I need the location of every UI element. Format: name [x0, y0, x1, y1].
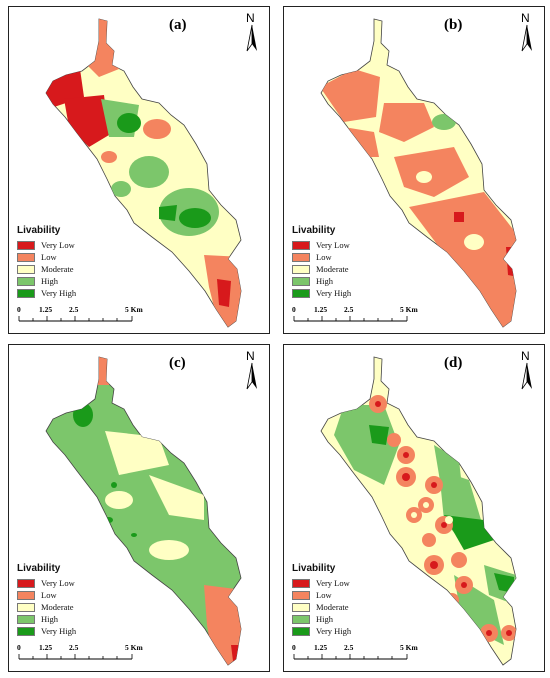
legend-item-moderate: Moderate — [292, 263, 351, 275]
legend-item-high: High — [17, 275, 76, 287]
panel-label-d: (d) — [444, 355, 463, 371]
legend-item-moderate: Moderate — [292, 601, 351, 613]
map-d — [320, 356, 517, 666]
map-c — [45, 356, 242, 666]
legend: Livability Very Low Low Moderate High Ve… — [17, 563, 77, 637]
legend-item-very-low: Very Low — [292, 239, 351, 251]
legend-item-moderate: Moderate — [17, 263, 76, 275]
scale-bar: 0 1.25 2.5 5 Km — [292, 643, 418, 660]
legend-item-very-high: Very High — [17, 287, 76, 299]
legend-item-very-low: Very Low — [292, 577, 351, 589]
legend-item-high: High — [17, 613, 76, 625]
map-panel-a: (a) N Livability Very Low Low Moderate H… — [8, 6, 270, 334]
legend-title: Livability — [17, 225, 61, 236]
scale-bar: 0 1.25 2.5 5 Km — [292, 305, 418, 322]
legend: Livability Very Low Low Moderate High Ve… — [17, 225, 76, 299]
legend-item-low: Low — [17, 251, 76, 263]
scale-bar: 0 1.25 2.5 5 Km — [17, 643, 143, 660]
north-arrow-icon: N — [241, 11, 263, 53]
legend-item-low: Low — [17, 589, 76, 601]
panel-label-b: (b) — [444, 17, 463, 33]
legend: Livability Very Low Low Moderate High Ve… — [292, 225, 352, 299]
legend-item-very-high: Very High — [292, 625, 351, 637]
legend: Livability Very Low Low Moderate High Ve… — [292, 563, 352, 637]
map-panel-c: (c) N Livability Very Low Low Moderate H… — [8, 344, 270, 672]
panel-label-a: (a) — [169, 17, 187, 33]
panel-label-c: (c) — [169, 355, 186, 371]
legend-item-very-low: Very Low — [17, 239, 76, 251]
legend-item-very-high: Very High — [292, 287, 351, 299]
scale-bar: 0 1.25 2.5 5 Km — [17, 305, 143, 322]
north-arrow-icon: N — [516, 349, 538, 391]
legend-item-high: High — [292, 275, 351, 287]
legend-item-very-low: Very Low — [17, 577, 76, 589]
map-panel-b: (b) N Livability Very Low Low Moderate H… — [283, 6, 545, 334]
north-arrow-icon: N — [241, 349, 263, 391]
map-panel-d: (d) N Livability Very Low Low Moderate H… — [283, 344, 545, 672]
map-b — [320, 18, 517, 328]
north-arrow-icon: N — [516, 11, 538, 53]
legend-item-high: High — [292, 613, 351, 625]
north-letter: N — [246, 11, 255, 25]
map-a — [45, 18, 242, 328]
legend-item-low: Low — [292, 251, 351, 263]
legend-item-very-high: Very High — [17, 625, 76, 637]
legend-item-low: Low — [292, 589, 351, 601]
legend-item-moderate: Moderate — [17, 601, 76, 613]
